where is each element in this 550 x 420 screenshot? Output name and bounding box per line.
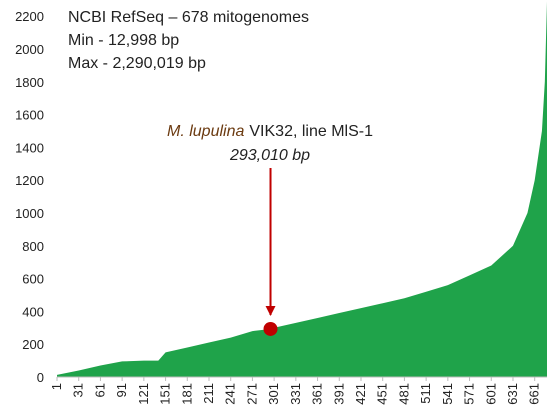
y-tick-label: 0 [37, 370, 44, 385]
highlight-species: M. lupulina [167, 123, 244, 140]
x-tick-label: 511 [418, 383, 433, 404]
x-tick-label: 121 [136, 383, 151, 405]
x-tick-label: 481 [396, 383, 411, 405]
y-tick-label: 400 [22, 304, 44, 319]
x-tick-label: 361 [310, 383, 325, 405]
annotation: NCBI RefSeq – 678 mitogenomes [68, 9, 309, 26]
y-tick-label: 1400 [15, 140, 44, 155]
x-tick-label: 541 [440, 383, 455, 405]
x-tick-label: 31 [71, 383, 86, 397]
x-tick-label: 331 [288, 383, 303, 405]
x-tick-label: 571 [462, 383, 477, 405]
x-tick-label: 661 [527, 383, 542, 405]
y-tick-label: 1200 [15, 173, 44, 188]
x-tick-label: 451 [375, 383, 390, 405]
highlight-name: M. lupulina VIK32, line MlS-1 [167, 123, 373, 140]
x-tick-label: 181 [179, 383, 194, 405]
highlight-point [263, 321, 278, 336]
y-tick-label: 600 [22, 272, 44, 287]
highlight-line: VIK32, line MlS-1 [249, 123, 373, 140]
x-tick-label: 391 [331, 383, 346, 405]
x-tick-label: 271 [244, 383, 259, 405]
y-tick-label: 2200 [15, 9, 44, 24]
area [57, 1, 547, 377]
y-tick-label: 800 [22, 239, 44, 254]
annotation: Max - 2,290,019 bp [68, 55, 206, 72]
y-tick-label: 1800 [15, 75, 44, 90]
x-tick-label: 301 [266, 383, 281, 405]
y-tick-label: 1600 [15, 108, 44, 123]
x-tick-label: 1 [49, 383, 64, 390]
x-tick-label: 241 [223, 383, 238, 405]
y-tick-label: 1000 [15, 206, 44, 221]
annotation: Min - 12,998 bp [68, 32, 179, 49]
highlight-label: 293,010 bp [229, 147, 310, 164]
x-tick-label: 61 [92, 383, 107, 397]
x-tick-label: 211 [201, 383, 216, 404]
x-tick-label: 421 [353, 383, 368, 405]
x-tick-label: 151 [158, 383, 173, 405]
x-tick-label: 631 [505, 383, 520, 405]
x-tick-label: 91 [114, 383, 129, 397]
y-tick-label: 200 [22, 337, 44, 352]
y-tick-label: 2000 [15, 42, 44, 57]
x-tick-label: 601 [483, 383, 498, 405]
